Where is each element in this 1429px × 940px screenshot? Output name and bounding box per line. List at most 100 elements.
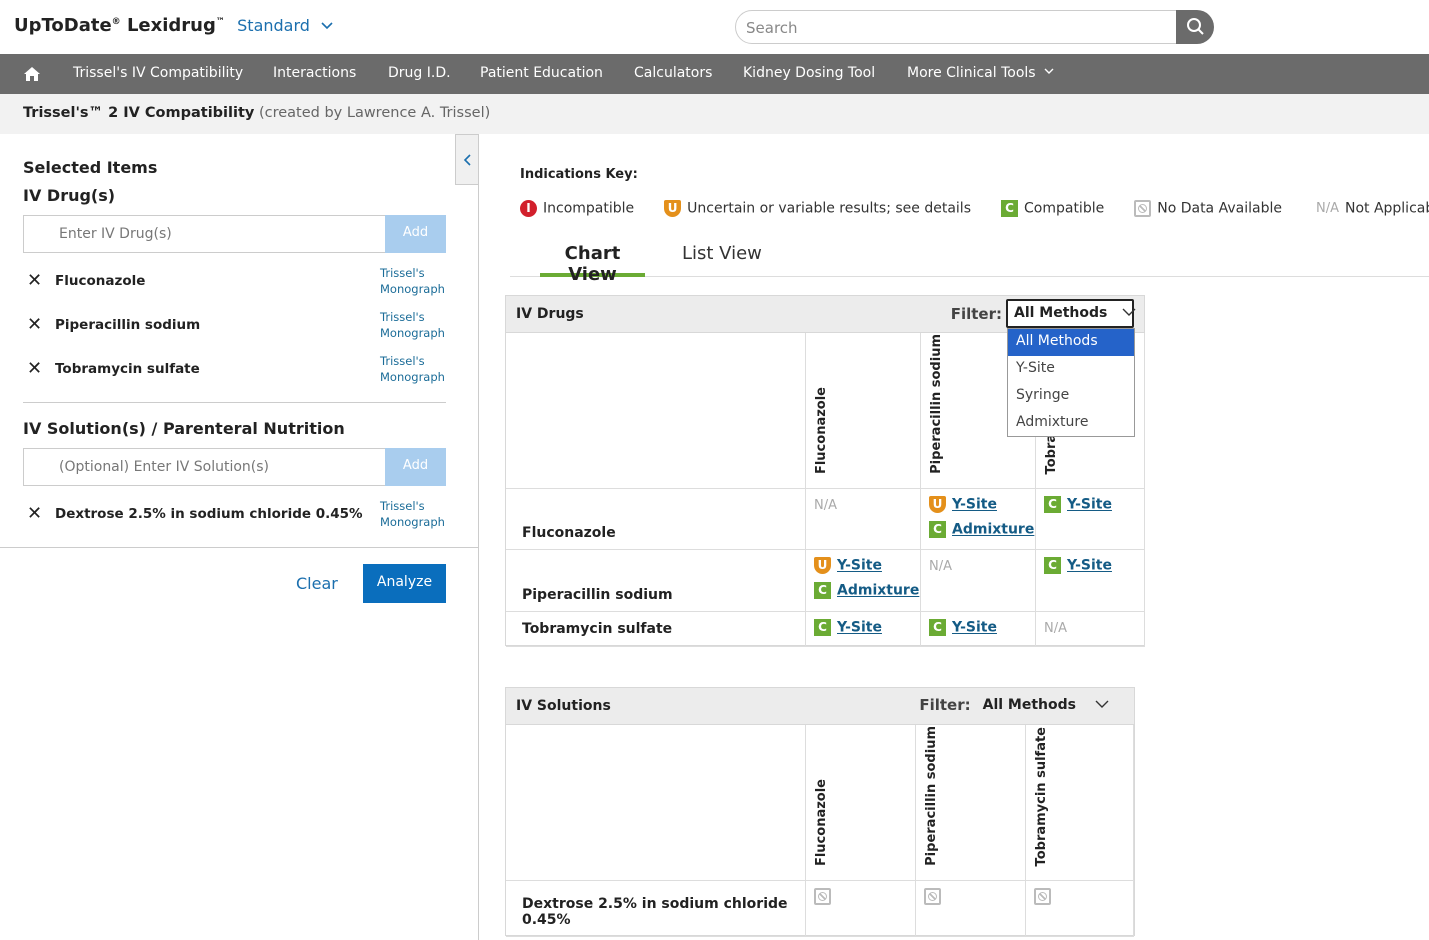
drugs-label: IV Drug(s) [23,186,116,205]
row-name: Piperacillin sodium [522,587,673,603]
row-name: Fluconazole [522,525,616,541]
tab-list-view[interactable]: List View [682,243,762,264]
chevron [1095,700,1109,708]
method-link[interactable]: Y-Site [952,496,997,513]
nav-item[interactable]: Interactions [273,65,357,81]
compat-cell: N/A [921,550,1036,612]
monograph-link[interactable]: Trissel's Monograph [380,266,445,296]
drug-input[interactable]: Enter IV Drug(s) [23,215,386,253]
compat-cell: C Y-Site [921,612,1036,647]
compat-cell [806,881,916,937]
search-input[interactable]: Search [735,10,1177,44]
product-mark: ™ [215,17,225,27]
nav-item[interactable]: More Clinical Tools [907,65,1056,81]
column-name: Piperacillin sodium [924,726,939,866]
filter-option[interactable]: Syringe [1016,387,1070,403]
selected-item: ✕ Piperacillin sodium Trissel's Monograph [0,310,479,357]
method-link[interactable]: Y-Site [952,619,997,636]
method-link[interactable]: Admixture [837,582,920,599]
brand-mark: ® [111,17,121,27]
nav-bar: Trissel's IV Compatibility Interactions Dr… [0,54,1429,94]
item-name: Fluconazole [55,273,146,289]
compat-entry: C Admixture [929,521,1034,538]
status-icon [924,888,941,905]
remove-button[interactable]: ✕ [27,503,43,524]
monograph-link[interactable]: Trissel's Monograph [380,354,445,384]
tabs-line [510,276,1429,277]
item-name: Dextrose 2.5% in sodium chloride 0.45% [55,506,363,522]
compat-cell [1026,881,1134,937]
filter-option[interactable]: Y-Site [1016,360,1055,376]
status-icon: C [929,521,946,538]
compat-entry: U Y-Site [814,557,912,574]
item-name: Piperacillin sodium [55,317,201,333]
monograph-link[interactable]: Trissel's Monograph [380,499,445,529]
status-icon: C [814,582,831,599]
filter-select[interactable]: All Methods [1006,299,1136,328]
status-icon [1134,200,1152,217]
status-icon: I [520,200,537,217]
method-link[interactable]: Y-Site [1067,496,1112,513]
row-header: Piperacillin sodium [506,550,806,612]
filter-value: All Methods [982,697,1076,713]
key-label: No Data Available [1157,200,1282,217]
status-icon: C [929,619,946,636]
analyze-button[interactable]: Analyze [363,564,446,603]
status-icon [814,888,831,905]
status-icon: C [1001,200,1018,217]
key-item: N/A Not Applicable [1316,200,1429,217]
search-icon [1187,18,1204,35]
filter: Filter: All Methods [951,299,1136,328]
status-icon: U [664,200,682,217]
method-link[interactable]: Y-Site [1067,557,1112,574]
drug-placeholder: Enter IV Drug(s) [59,226,172,242]
method-link[interactable]: Y-Site [837,619,882,636]
compat-entry: C Y-Site [1044,557,1136,574]
filter-option[interactable]: Admixture [1016,414,1089,430]
status-icon: C [1044,557,1061,574]
compat-cell: C Y-Site [806,612,921,647]
chevron [1122,308,1136,316]
brand-name: UpToDate [14,15,112,36]
edition-switch[interactable]: Standard [237,16,310,35]
key-label: Uncertain or variable results; see detai… [687,200,971,217]
home-icon[interactable] [23,66,41,82]
monograph-link[interactable]: Trissel's Monograph [380,310,445,340]
nav-item[interactable]: Trissel's IV Compatibility [73,65,244,81]
filter-option[interactable]: All Methods [1008,329,1134,356]
method-link[interactable]: Admixture [952,521,1035,538]
remove-button[interactable]: ✕ [27,270,43,291]
row-header: Fluconazole [506,489,806,550]
status-icon: C [1044,496,1061,513]
nav-item[interactable]: Kidney Dosing Tool [743,65,876,81]
nav-item[interactable]: Drug I.D. [388,65,451,81]
tab-chart-view[interactable]: Chart View [540,243,645,285]
drug-add-button[interactable]: Add [385,215,446,253]
filter-select[interactable]: All Methods [983,697,1110,713]
page-title: Trissel's™ 2 IV Compatibility [23,105,255,121]
solution-add-button[interactable]: Add [385,448,446,486]
column-name: Fluconazole [814,386,829,474]
key-item: No Data Available [1134,200,1282,217]
search-button[interactable] [1176,10,1214,44]
remove-button[interactable]: ✕ [27,314,43,335]
remove-button[interactable]: ✕ [27,358,43,379]
nav-item[interactable]: Calculators [634,65,713,81]
chevron [321,22,333,30]
solution-input[interactable]: (Optional) Enter IV Solution(s) [23,448,386,486]
divider [23,402,446,403]
search-placeholder: Search [746,19,798,37]
table-bar: IV Solutions Filter: All Methods [506,688,1134,725]
key-label: Compatible [1024,200,1105,217]
collapse-button[interactable] [455,134,479,185]
corner-cell [506,725,806,881]
clear-button[interactable]: Clear [296,574,338,593]
nav-item[interactable]: Patient Education [480,65,603,81]
selected-item: ✕ Tobramycin sulfate Trissel's Monograph [0,354,479,401]
key-item: I Incompatible [520,200,634,217]
status-icon: U [929,496,946,513]
method-link[interactable]: Y-Site [837,557,882,574]
table-title: IV Drugs [516,306,584,322]
